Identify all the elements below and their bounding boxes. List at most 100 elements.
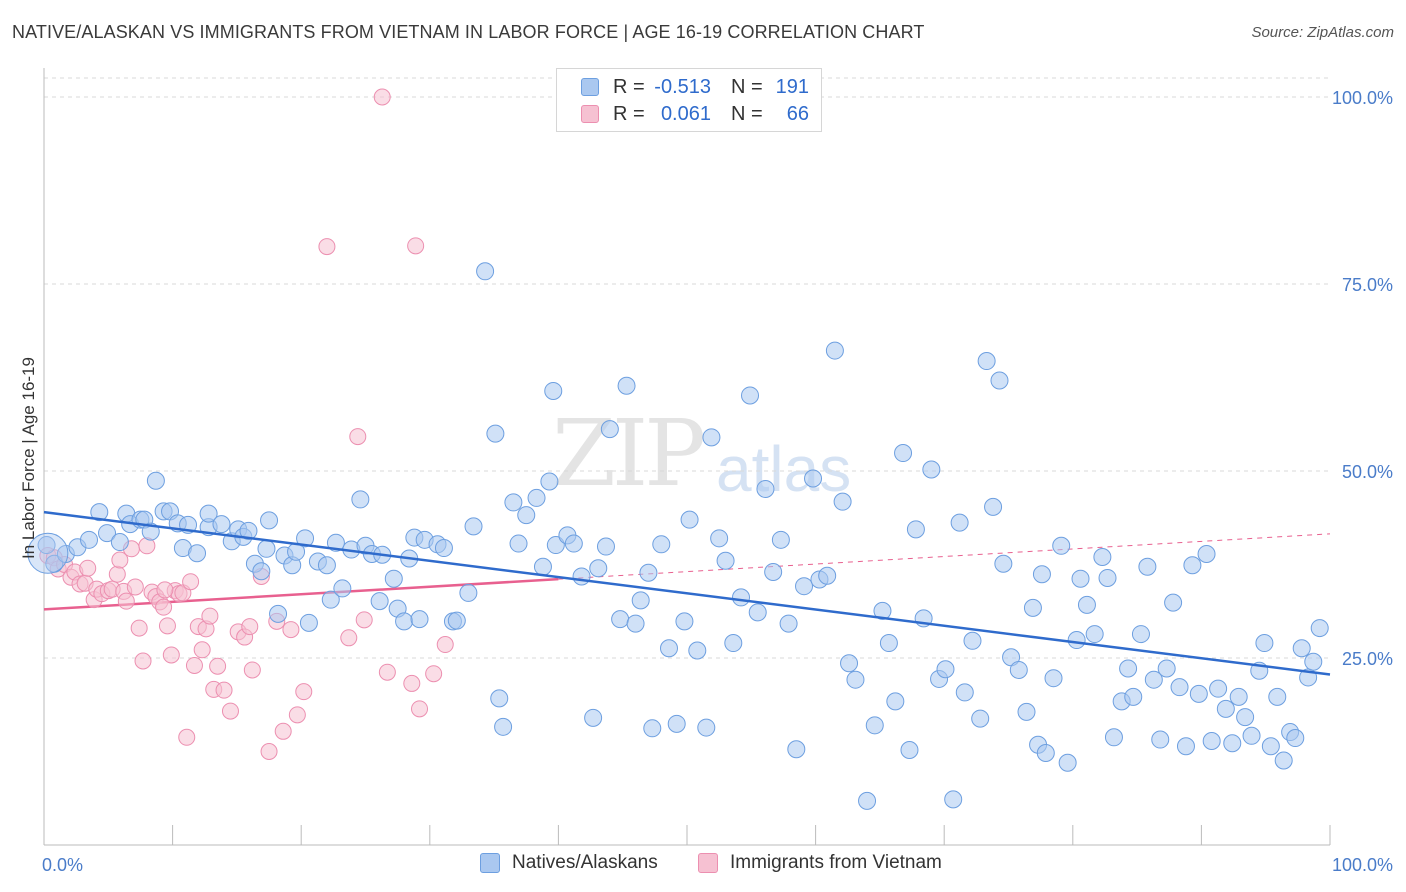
data-point-natives [1170,678,1189,697]
data-point-natives [922,460,941,479]
data-point-natives [1189,684,1208,703]
data-point-natives [1017,702,1036,721]
data-point-natives [546,536,565,555]
data-point-vietnam [126,578,144,596]
data-point-natives [955,683,974,702]
data-point-natives [464,517,483,536]
data-point-natives [1085,625,1104,644]
data-point-vietnam [182,573,200,591]
y-tick-label: 100.0% [1332,88,1393,108]
correlation-legend: R = -0.513 N = 191 R = 0.061 N = 66 [556,68,822,132]
data-point-natives [688,641,707,660]
data-point-natives [977,352,996,371]
data-point-vietnam [111,551,129,569]
data-point-natives [639,563,658,582]
legend-n-label: N = [731,102,763,125]
data-point-vietnam [162,646,180,664]
legend-item-vietnam: Immigrants from Vietnam [698,852,942,874]
data-point-natives [333,579,352,598]
data-point-natives [1093,548,1112,567]
data-point-vietnam [411,700,429,718]
data-point-natives [1131,625,1150,644]
data-point-natives [795,577,814,596]
legend-n-value: 191 [775,75,809,98]
data-point-natives [326,533,345,552]
data-point-natives [1216,699,1235,718]
data-point-vietnam [407,237,425,255]
data-point-natives [950,513,969,532]
data-point-natives [317,556,336,575]
watermark-zip: ZIP [552,400,706,507]
data-point-natives [1144,670,1163,689]
data-point-natives [873,601,892,620]
data-point-natives [631,591,650,610]
data-point-vietnam [209,657,227,675]
data-point-natives [858,791,877,810]
data-point-natives [490,689,509,708]
data-point-vietnam [79,559,97,577]
data-point-natives [680,510,699,529]
data-point-natives [667,714,686,733]
data-point-natives [1052,536,1071,555]
data-point-natives [984,497,1003,516]
data-point-natives [90,503,109,522]
data-point-natives [199,504,218,523]
data-point-vietnam [378,663,396,681]
data-point-vietnam [117,592,135,610]
data-point-vietnam [436,636,454,654]
data-point-vietnam [282,621,300,639]
legend-swatch-vietnam [698,853,718,873]
data-point-natives [1157,659,1176,678]
data-point-natives [756,479,775,498]
data-point-natives [900,741,919,760]
data-point-natives [1310,619,1329,638]
legend-label-vietnam: Immigrants from Vietnam [730,852,942,873]
data-point-natives [269,604,288,623]
data-point-natives [544,381,563,400]
data-point-natives [1032,565,1051,584]
data-point-natives [906,520,925,539]
data-point-natives [527,488,546,507]
data-point-natives [1242,726,1261,745]
data-point-natives [702,428,721,447]
data-point-natives [1261,737,1280,756]
legend-label-natives: Natives/Alaskans [512,852,658,873]
grid-lines [44,77,1330,659]
data-point-natives [572,567,591,586]
data-point-vietnam [156,581,174,599]
data-point-natives [1119,659,1138,678]
data-point-natives [675,612,694,631]
data-point-natives [1223,734,1242,753]
data-point-natives [1009,660,1028,679]
data-point-natives [1077,595,1096,614]
data-point-vietnam [201,607,219,625]
data-point-vietnam [193,641,211,659]
data-point-natives [37,536,56,555]
data-point-natives [299,613,318,632]
data-point-natives [659,639,678,658]
data-point-natives [1236,708,1255,727]
data-point-natives [260,511,279,530]
data-point-natives [459,583,478,602]
data-point-natives [643,719,662,738]
data-point-natives [1176,737,1195,756]
y-tick-label: 75.0% [1342,275,1393,295]
trend-line-natives-solid [43,510,1331,676]
data-point-natives [351,490,370,509]
axes [43,68,1331,846]
legend-r-value: 0.061 [660,102,711,125]
legend-item-natives: Natives/Alaskans [480,852,658,874]
data-point-vietnam [185,656,203,674]
data-point-natives [818,566,837,585]
data-point-natives [1255,634,1274,653]
data-point-natives [1209,679,1228,698]
data-point-vietnam [155,598,173,616]
data-point-natives [611,610,630,629]
data-point-natives [589,559,608,578]
legend-row-natives: R = -0.513 N = 191 [581,74,809,100]
data-point-natives [710,529,729,548]
data-point-natives [1164,593,1183,612]
x-tick-label: 100.0% [1332,855,1393,875]
trend-line-vietnam-dashed [558,533,1331,580]
